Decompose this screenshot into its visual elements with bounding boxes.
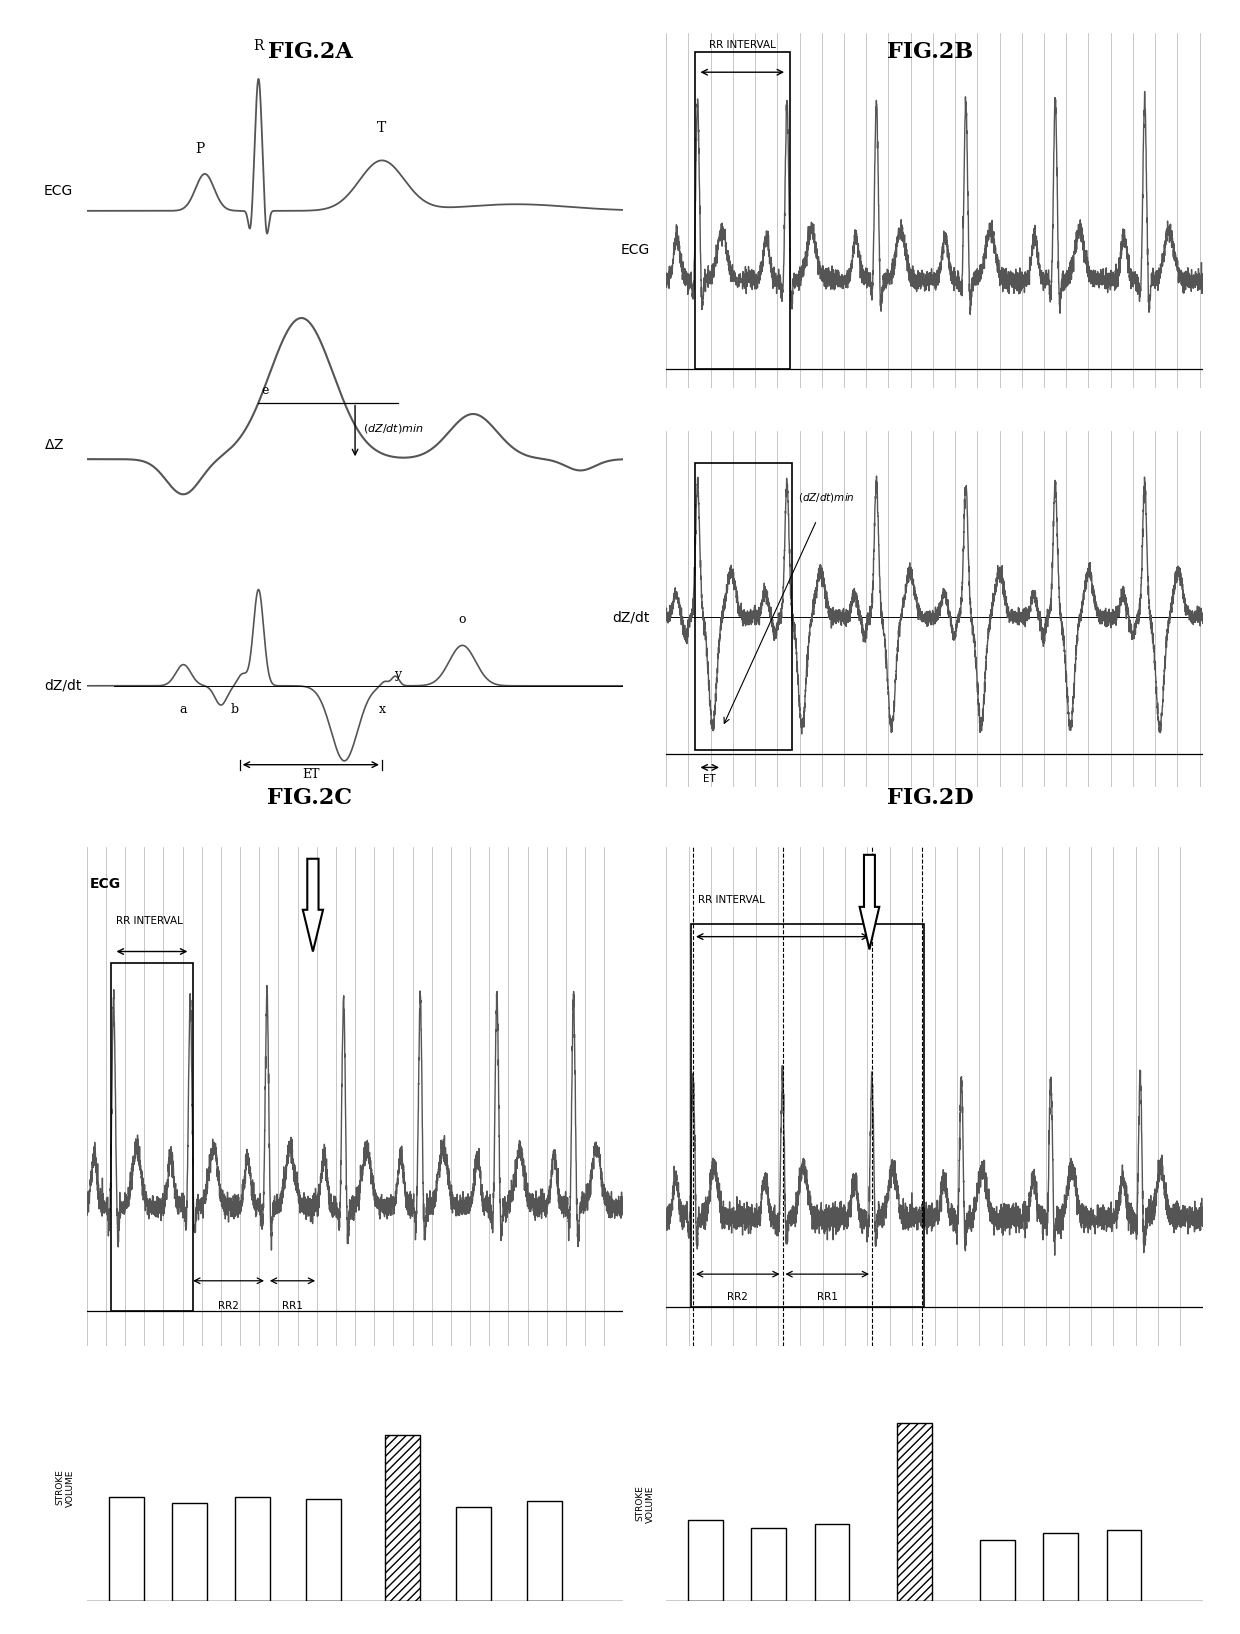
Text: P: P <box>195 142 205 155</box>
Bar <box>112 962 193 1310</box>
Bar <box>694 52 790 369</box>
Bar <box>694 464 792 750</box>
Text: y: y <box>394 668 402 681</box>
Text: T: T <box>377 121 387 134</box>
Bar <box>109 1497 144 1601</box>
Text: dZ/dt: dZ/dt <box>613 609 650 624</box>
Text: FIG.2C: FIG.2C <box>268 788 352 809</box>
Polygon shape <box>859 855 879 949</box>
Text: b: b <box>231 703 238 716</box>
Text: ET: ET <box>703 775 717 784</box>
Text: FIG.2A: FIG.2A <box>268 41 352 62</box>
Text: a: a <box>180 703 187 716</box>
Text: STROKE
VOLUME: STROKE VOLUME <box>56 1469 74 1507</box>
Text: FIG.2B: FIG.2B <box>887 41 973 62</box>
Bar <box>456 1507 491 1601</box>
Text: RR2: RR2 <box>218 1301 239 1310</box>
Text: $\Delta$Z: $\Delta$Z <box>43 438 64 453</box>
Text: ECG: ECG <box>89 877 120 891</box>
Text: RR INTERVAL: RR INTERVAL <box>709 41 776 51</box>
Bar <box>172 1503 207 1601</box>
Bar <box>1106 1529 1141 1601</box>
Bar <box>1043 1533 1078 1601</box>
Bar <box>815 1523 849 1601</box>
Text: RR2: RR2 <box>728 1292 748 1302</box>
Text: $(dZ/dt)min$: $(dZ/dt)min$ <box>797 492 854 505</box>
Bar <box>386 1435 420 1601</box>
Bar <box>751 1528 786 1601</box>
Bar <box>236 1497 270 1601</box>
Text: FIG.2D: FIG.2D <box>887 788 973 809</box>
Text: x: x <box>378 703 386 716</box>
Polygon shape <box>303 859 324 951</box>
Text: R: R <box>253 39 264 52</box>
Text: RR1: RR1 <box>817 1292 838 1302</box>
Bar <box>981 1539 1016 1601</box>
Text: RR1: RR1 <box>281 1301 303 1310</box>
Text: dZ/dt: dZ/dt <box>43 678 82 693</box>
Bar <box>306 1500 341 1601</box>
Text: RR INTERVAL: RR INTERVAL <box>698 895 765 905</box>
Text: STROKE
VOLUME: STROKE VOLUME <box>635 1485 655 1523</box>
Text: o: o <box>459 613 466 626</box>
Text: $(dZ/dt)min$: $(dZ/dt)min$ <box>363 422 424 435</box>
Bar <box>691 923 924 1307</box>
Text: ECG: ECG <box>621 243 650 257</box>
Bar <box>898 1423 932 1601</box>
Bar <box>527 1502 562 1601</box>
Text: e: e <box>262 384 269 397</box>
Text: RR INTERVAL: RR INTERVAL <box>117 915 184 926</box>
Text: ET: ET <box>303 768 320 781</box>
Text: ECG: ECG <box>43 185 73 198</box>
Bar <box>688 1520 723 1601</box>
